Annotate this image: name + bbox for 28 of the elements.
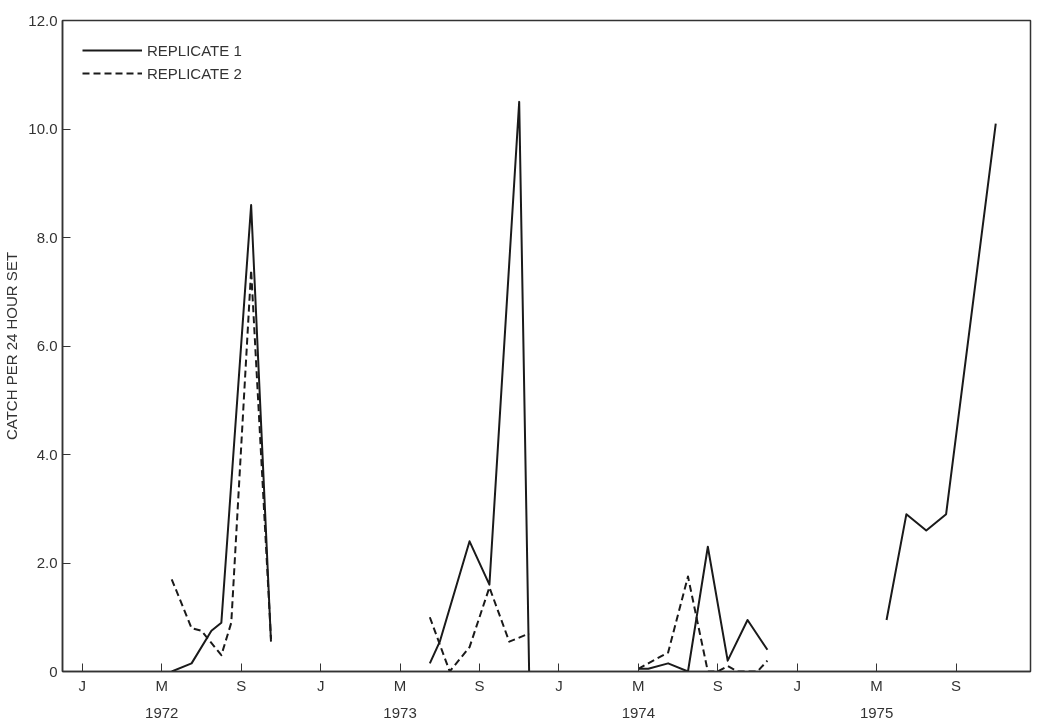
text: 1974 (621, 703, 656, 721)
y-tick-label: 2.0 (36, 554, 58, 571)
line-series (428, 100, 531, 672)
x-tick-label: S (474, 676, 485, 694)
x-tick-label: J (555, 676, 563, 694)
y-tick-label: 6.0 (36, 337, 58, 354)
x-tick-label: M (155, 676, 169, 694)
y-tick-label: 8.0 (36, 228, 58, 246)
x-tick-label: S (712, 676, 723, 694)
line-series (885, 122, 997, 621)
x-tick-label: S (236, 676, 247, 694)
y-axis-title: CATCH PER 24 HOUR SET (3, 251, 21, 441)
x-tick-label: J (793, 676, 801, 694)
y-tick-label: 10.0 (28, 120, 58, 137)
text: 1972 (145, 703, 179, 721)
x-tick-label: S (951, 676, 962, 694)
text: 1973 (383, 703, 417, 721)
y-tick-label: 12.0 (28, 11, 58, 29)
x-tick-label: J (316, 676, 325, 694)
legend-label: REPLICATE 1 (147, 41, 242, 59)
y-tick-label: 0 (49, 662, 58, 680)
x-tick-label: M (393, 676, 407, 694)
y-tick-label: 4.0 (36, 445, 58, 463)
x-tick-label: J (78, 676, 87, 694)
legend-label: REPLICATE 2 (147, 64, 242, 82)
x-tick-label: M (632, 676, 645, 694)
x-tick-label: M (870, 676, 883, 694)
text: 1975 (859, 703, 894, 721)
